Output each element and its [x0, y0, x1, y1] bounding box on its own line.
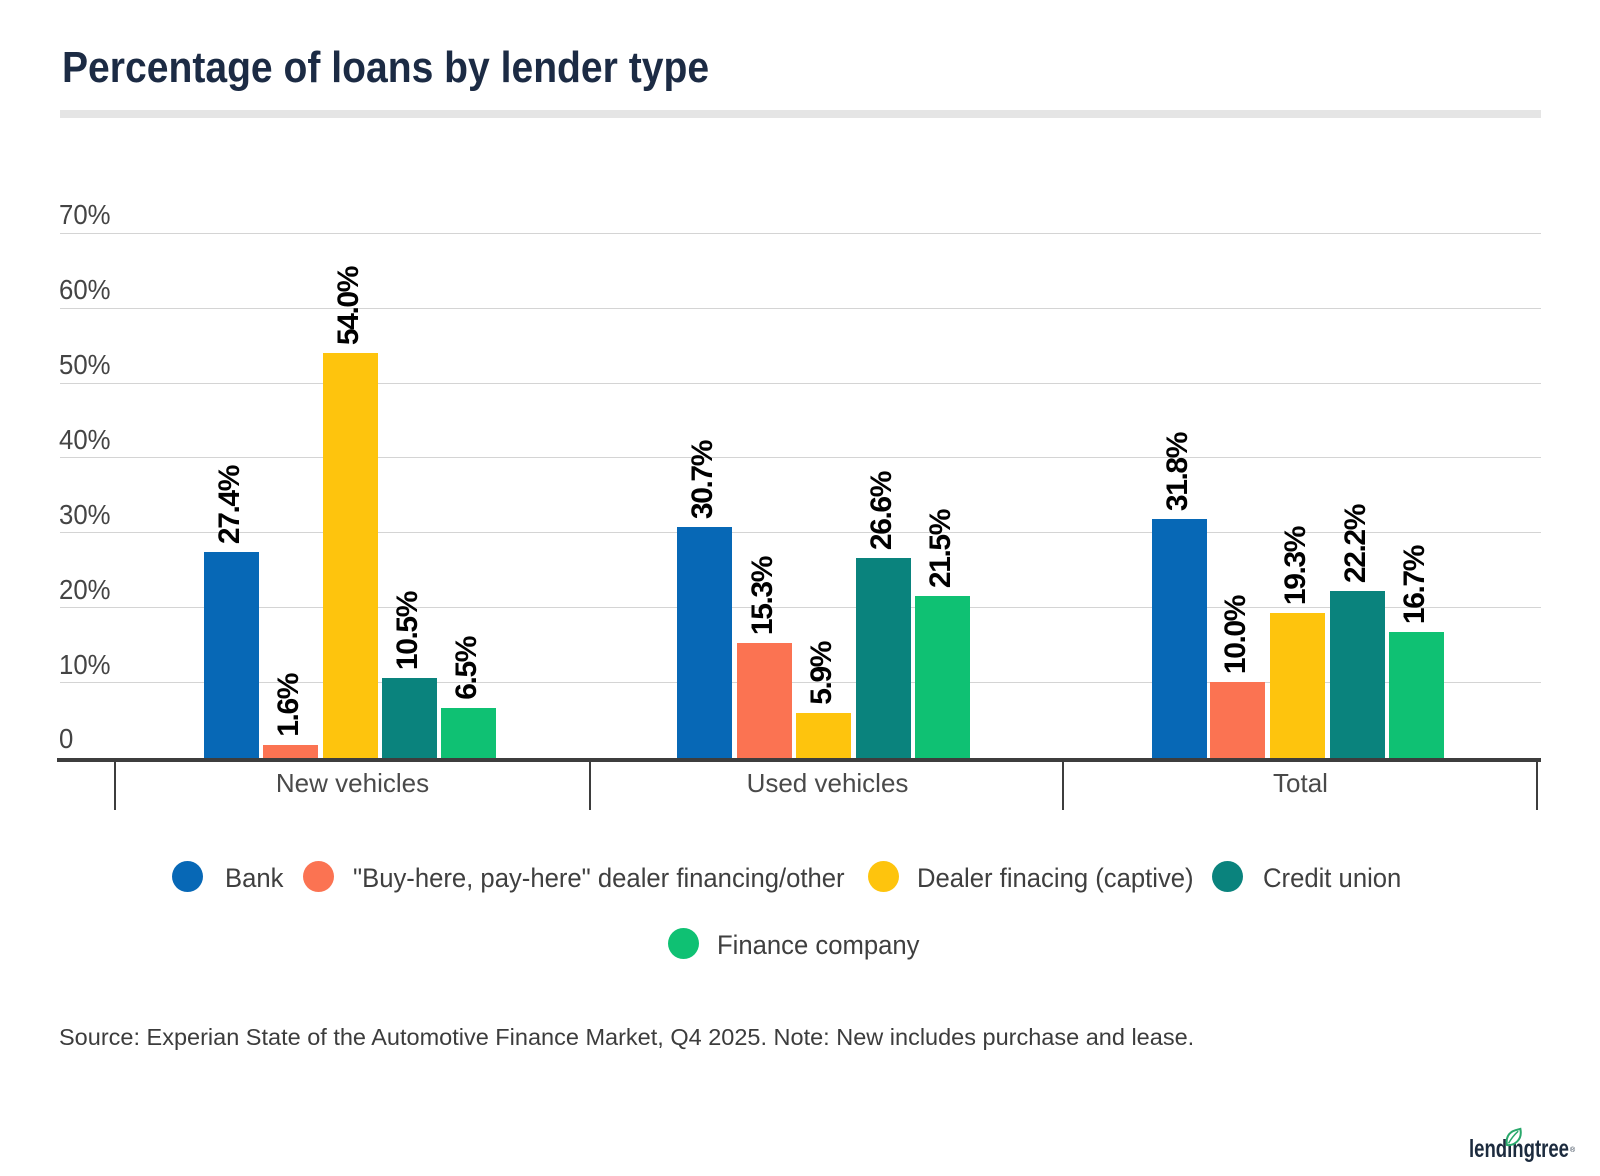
svg-text:®: ® [1570, 1146, 1576, 1154]
